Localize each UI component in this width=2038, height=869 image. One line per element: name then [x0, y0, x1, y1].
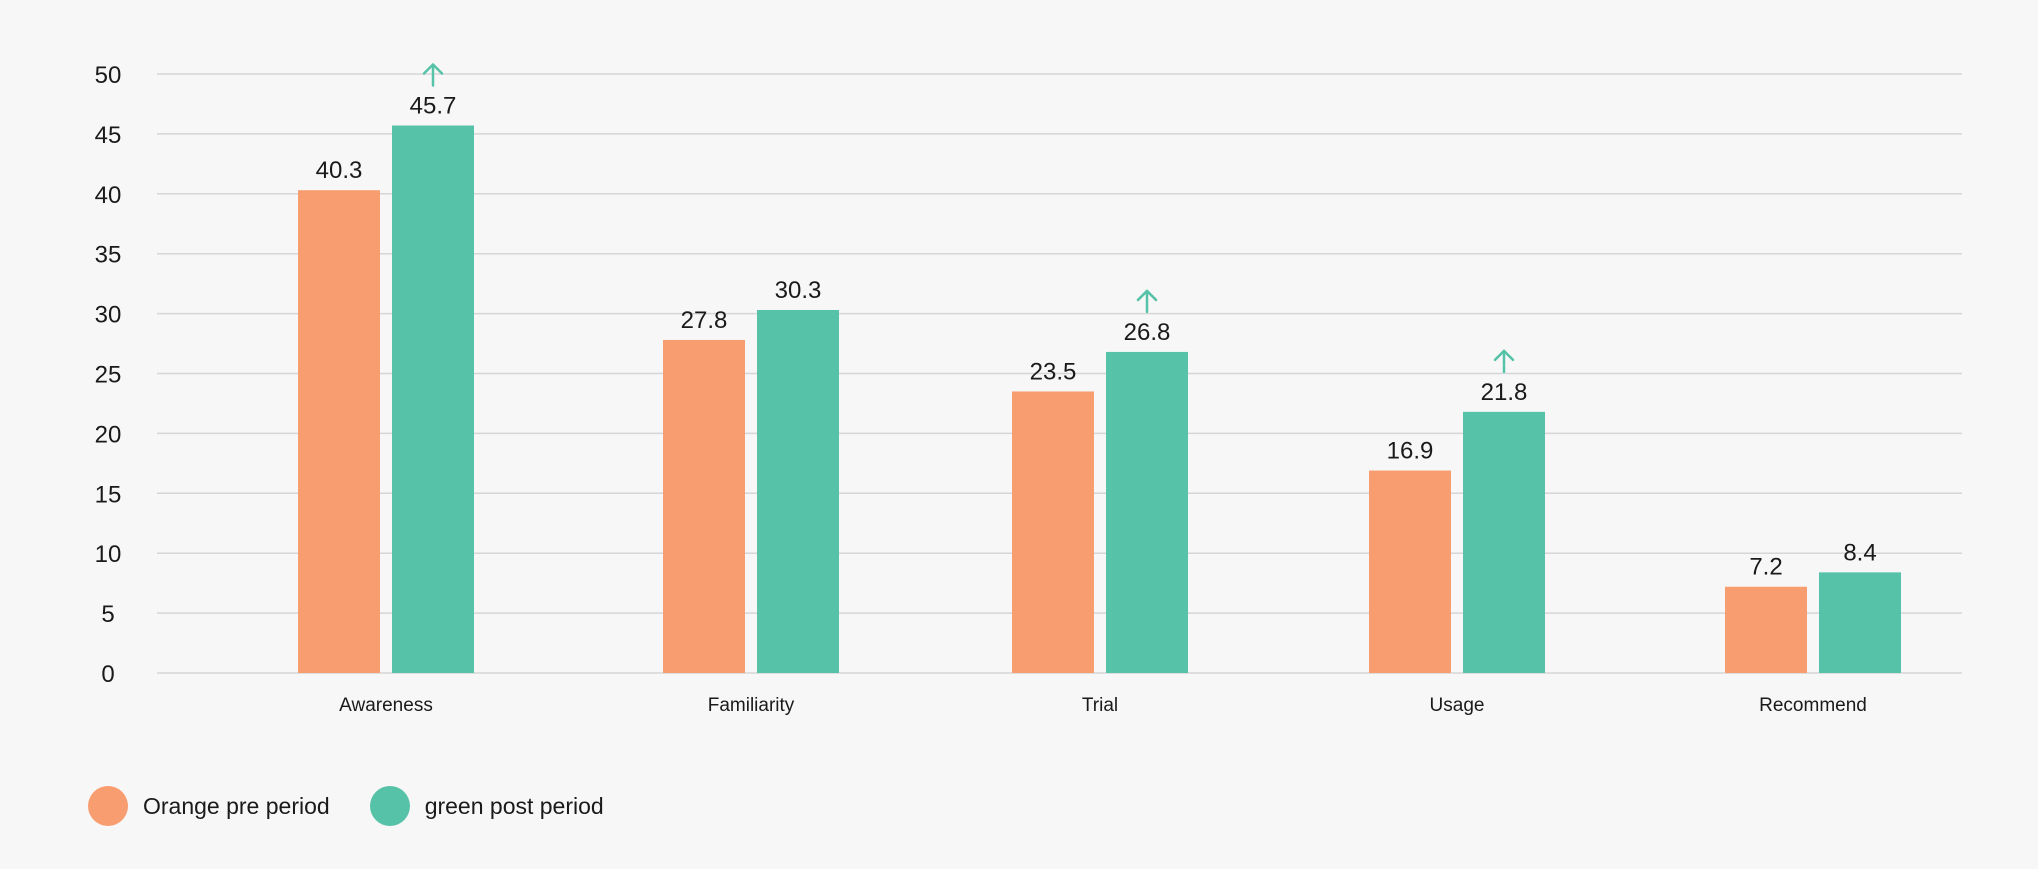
bar-awareness-pre — [298, 190, 380, 673]
data-label: 7.2 — [1749, 554, 1782, 581]
legend-item-post: green post period — [369, 786, 604, 826]
data-labels: 40.3 45.7 27.8 30.3 23.5 26.8 16.9 21.8 7.2 8.4 — [316, 93, 1877, 581]
bar-trial-pre — [1012, 391, 1094, 673]
bars — [298, 125, 1901, 674]
increase-arrows — [422, 63, 1515, 374]
data-label: 8.4 — [1843, 539, 1876, 566]
data-label: 30.3 — [775, 277, 822, 304]
data-label: 40.3 — [316, 157, 363, 184]
bar-familiarity-post — [757, 310, 839, 673]
y-tick-label: 25 — [95, 362, 122, 389]
y-tick-label: 15 — [95, 481, 122, 508]
data-label: 23.5 — [1030, 358, 1077, 385]
legend-label-pre: Orange pre period — [143, 792, 330, 819]
up-arrow-icon — [422, 63, 444, 87]
x-category-label: Familiarity — [708, 695, 795, 716]
up-arrow-icon — [1136, 289, 1158, 314]
y-tick-label: 5 — [101, 601, 114, 628]
y-tick-label: 40 — [95, 182, 122, 209]
y-tick-label: 50 — [95, 62, 122, 89]
data-label: 16.9 — [1387, 438, 1434, 465]
up-arrow-icon — [1493, 349, 1515, 374]
legend-label-post: green post period — [424, 792, 604, 819]
y-tick-label: 10 — [95, 541, 122, 568]
data-label: 21.8 — [1481, 379, 1528, 406]
legend: Orange pre period green post period — [88, 786, 604, 826]
x-category-label: Trial — [1082, 695, 1118, 716]
y-tick-label: 0 — [101, 661, 114, 688]
data-label: 27.8 — [681, 307, 728, 334]
legend-swatch-post — [369, 786, 410, 826]
y-tick-label: 30 — [95, 302, 122, 329]
bar-trial-post — [1106, 351, 1188, 673]
y-tick-label: 45 — [95, 122, 122, 149]
x-category-label: Usage — [1430, 695, 1485, 716]
x-axis-categories: Awareness Familiarity Trial Usage Recommend — [339, 695, 1867, 716]
bar-familiarity-pre — [663, 339, 745, 673]
legend-swatch-pre — [88, 786, 128, 826]
x-category-label: Recommend — [1759, 695, 1867, 716]
bar-usage-pre — [1369, 470, 1451, 673]
y-tick-label: 35 — [95, 242, 122, 269]
data-label: 45.7 — [410, 93, 457, 120]
bar-awareness-post — [392, 125, 474, 674]
bar-recommend-pre — [1725, 586, 1807, 673]
x-category-label: Awareness — [339, 695, 433, 716]
bar-recommend-post — [1819, 572, 1901, 673]
y-tick-label: 20 — [95, 421, 122, 448]
y-axis-ticks: 0 5 10 15 20 25 30 35 40 45 50 — [95, 62, 122, 688]
legend-item-pre: Orange pre period — [88, 786, 330, 826]
bar-usage-post — [1463, 411, 1545, 673]
data-label: 26.8 — [1124, 319, 1171, 346]
